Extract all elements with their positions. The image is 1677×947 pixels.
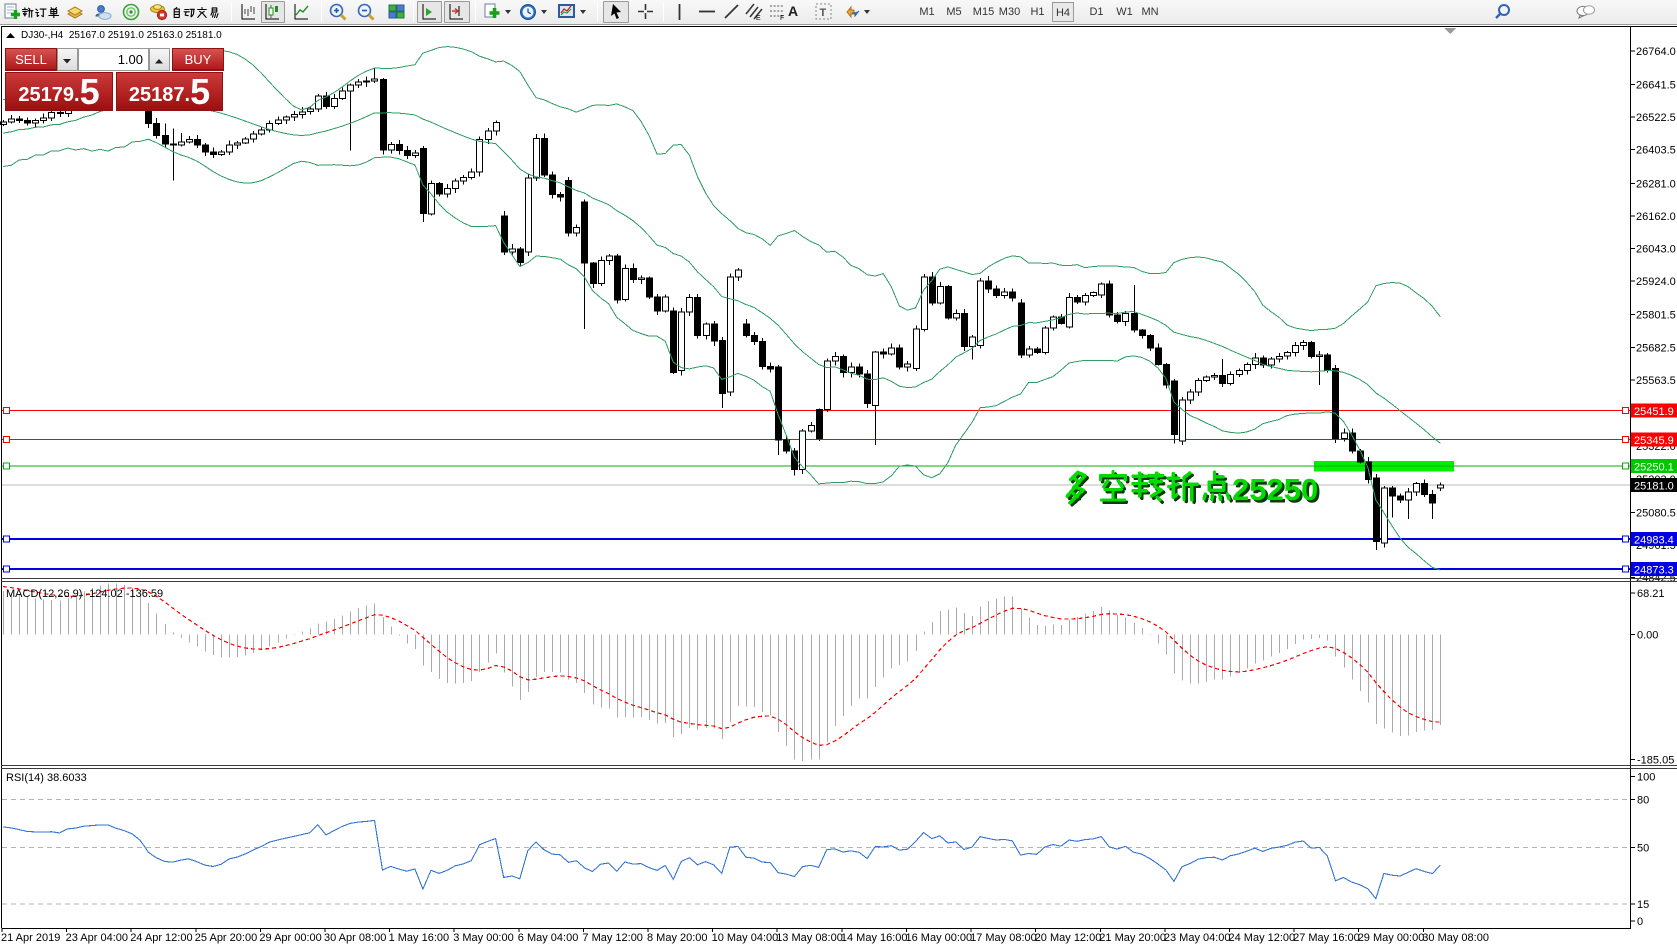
svg-text:23 May 04:00: 23 May 04:00 xyxy=(1164,932,1231,944)
svg-text:25250.1: 25250.1 xyxy=(1634,461,1674,473)
svg-text:26403.5: 26403.5 xyxy=(1636,145,1676,157)
svg-text:0: 0 xyxy=(1637,916,1643,928)
svg-text:14 May 16:00: 14 May 16:00 xyxy=(841,932,908,944)
svg-text:17 May 08:00: 17 May 08:00 xyxy=(970,932,1037,944)
svg-text:80: 80 xyxy=(1637,795,1649,807)
svg-text:25250: 25250 xyxy=(1232,472,1318,507)
svg-text:25451.9: 25451.9 xyxy=(1634,406,1674,418)
svg-text:0.00: 0.00 xyxy=(1637,629,1658,641)
svg-text:26522.5: 26522.5 xyxy=(1636,112,1676,124)
svg-text:29 May 00:00: 29 May 00:00 xyxy=(1358,932,1425,944)
svg-text:26764.0: 26764.0 xyxy=(1636,46,1676,58)
svg-text:25563.5: 25563.5 xyxy=(1636,375,1676,387)
svg-text:68.21: 68.21 xyxy=(1637,588,1665,600)
svg-text:21 May 20:00: 21 May 20:00 xyxy=(1099,932,1166,944)
svg-text:30 May 08:00: 30 May 08:00 xyxy=(1422,932,1489,944)
svg-text:3 May 00:00: 3 May 00:00 xyxy=(453,932,514,944)
svg-text:-185.05: -185.05 xyxy=(1637,755,1674,767)
svg-text:21 Apr 2019: 21 Apr 2019 xyxy=(1,932,60,944)
svg-text:25345.9: 25345.9 xyxy=(1634,435,1674,447)
svg-text:8 May 20:00: 8 May 20:00 xyxy=(647,932,708,944)
svg-text:25080.5: 25080.5 xyxy=(1636,507,1676,519)
svg-text:1 May 16:00: 1 May 16:00 xyxy=(389,932,450,944)
svg-text:24 May 12:00: 24 May 12:00 xyxy=(1229,932,1296,944)
svg-text:25250: 25250 xyxy=(1235,475,1321,510)
svg-text:25682.5: 25682.5 xyxy=(1636,342,1676,354)
svg-text:20 May 12:00: 20 May 12:00 xyxy=(1035,932,1102,944)
svg-text:30 Apr 08:00: 30 Apr 08:00 xyxy=(324,932,386,944)
svg-text:26162.0: 26162.0 xyxy=(1636,211,1676,223)
svg-text:25924.0: 25924.0 xyxy=(1636,276,1676,288)
svg-text:F: F xyxy=(780,15,784,22)
svg-text:25181.0: 25181.0 xyxy=(1634,480,1674,492)
svg-text:26641.5: 26641.5 xyxy=(1636,80,1676,92)
svg-text:27 May 16:00: 27 May 16:00 xyxy=(1293,932,1360,944)
svg-text:24 Apr 12:00: 24 Apr 12:00 xyxy=(130,932,192,944)
svg-text:16 May 00:00: 16 May 00:00 xyxy=(906,932,973,944)
svg-text:26281.0: 26281.0 xyxy=(1636,178,1676,190)
svg-text:25801.5: 25801.5 xyxy=(1636,310,1676,322)
svg-text:29 Apr 00:00: 29 Apr 00:00 xyxy=(259,932,321,944)
svg-text:24873.3: 24873.3 xyxy=(1634,565,1674,577)
svg-text:100: 100 xyxy=(1637,772,1655,784)
svg-text:MACD(12,26,9) -124.02 -136.59: MACD(12,26,9) -124.02 -136.59 xyxy=(6,588,163,600)
svg-text:7 May 12:00: 7 May 12:00 xyxy=(582,932,643,944)
svg-text:23 Apr 04:00: 23 Apr 04:00 xyxy=(66,932,128,944)
svg-text:26043.0: 26043.0 xyxy=(1636,244,1676,256)
svg-text:24983.4: 24983.4 xyxy=(1634,535,1674,547)
svg-text:10 May 04:00: 10 May 04:00 xyxy=(712,932,779,944)
svg-text:13 May 08:00: 13 May 08:00 xyxy=(776,932,843,944)
svg-text:15: 15 xyxy=(1637,899,1649,911)
svg-text:T: T xyxy=(820,7,827,19)
svg-text:50: 50 xyxy=(1637,843,1649,855)
svg-text:E: E xyxy=(756,15,761,22)
svg-text:6 May 04:00: 6 May 04:00 xyxy=(518,932,579,944)
svg-text:RSI(14) 38.6033: RSI(14) 38.6033 xyxy=(6,772,87,784)
svg-text:25 Apr 20:00: 25 Apr 20:00 xyxy=(195,932,257,944)
